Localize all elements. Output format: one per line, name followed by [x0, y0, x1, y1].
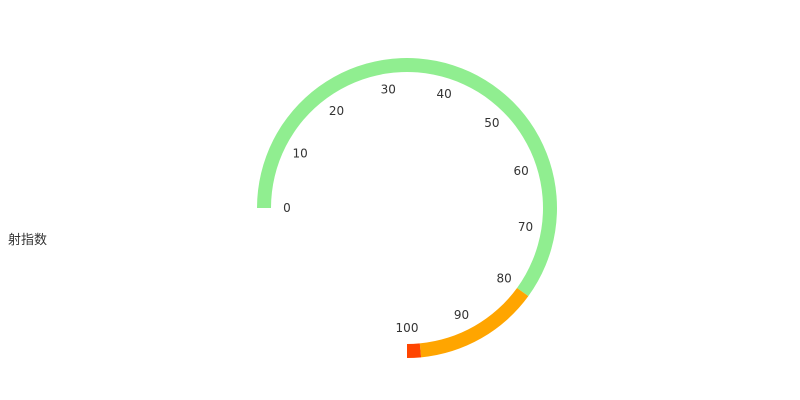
gauge-series-label: 射指数 [8, 233, 48, 248]
gauge-band-0 [257, 57, 557, 297]
gauge-band-2 [407, 343, 422, 358]
tick-label-10: 10 [292, 147, 307, 161]
tick-label-30: 30 [381, 82, 396, 96]
tick-label-100: 100 [396, 321, 419, 335]
tick-label-80: 80 [496, 272, 511, 286]
tick-label-90: 90 [454, 308, 469, 322]
tick-label-20: 20 [329, 104, 344, 118]
tick-label-50: 50 [484, 116, 499, 130]
tick-label-60: 60 [513, 164, 528, 178]
tick-label-0: 0 [283, 201, 291, 215]
tick-label-70: 70 [518, 220, 533, 234]
tick-label-40: 40 [436, 87, 451, 101]
gauge-bands [257, 57, 557, 358]
gauge-tick-labels: 0 10 20 30 40 50 60 70 80 90 100 [283, 82, 533, 335]
gauge-band-1 [419, 287, 529, 358]
